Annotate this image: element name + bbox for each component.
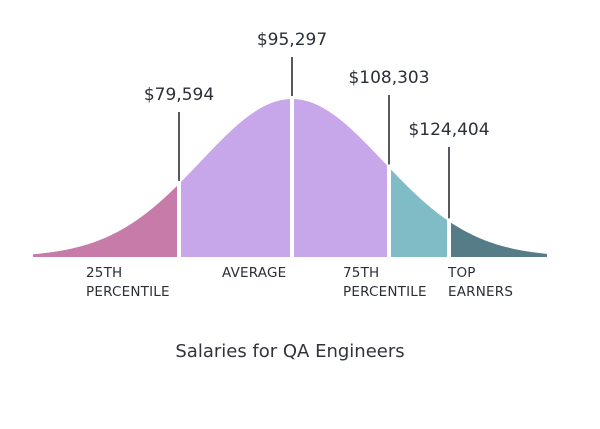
value-label-4: $124,404 <box>408 120 489 140</box>
segment-label-75th-percentile: 75TH PERCENTILE <box>343 265 427 300</box>
segment-separators <box>177 97 451 258</box>
area-segment-upper-tail <box>449 221 547 257</box>
segment-label-line: EARNERS <box>448 284 513 300</box>
segment-label-line: 75TH <box>343 265 379 281</box>
chart-title: Salaries for QA Engineers <box>175 341 404 362</box>
segment-label-line: 25TH <box>86 265 122 281</box>
segment-label-top-earners: TOP EARNERS <box>447 265 513 300</box>
marker-leader-lines <box>178 57 450 219</box>
segment-label-line: PERCENTILE <box>343 284 427 300</box>
distribution-areas <box>33 99 547 257</box>
segment-label-line: AVERAGE <box>222 265 286 281</box>
segment-label-25th-percentile: 25TH PERCENTILE <box>86 265 170 300</box>
area-segment-25th-percentile <box>33 183 179 257</box>
segment-labels: 25TH PERCENTILE AVERAGE 75TH PERCENTILE TOP EA… <box>86 265 513 300</box>
segment-label-average: AVERAGE <box>222 265 286 281</box>
value-label-1: $79,594 <box>144 85 214 105</box>
value-label-3: $108,303 <box>348 68 429 88</box>
area-segment-top-earners <box>389 167 449 257</box>
segment-label-line: PERCENTILE <box>86 284 170 300</box>
area-segment-75th-percentile <box>292 99 389 257</box>
value-label-2: $95,297 <box>257 30 327 50</box>
marker-value-labels: $79,594 $95,297 $108,303 $124,404 <box>144 30 490 140</box>
segment-label-line: TOP <box>447 265 476 281</box>
area-segment-average <box>179 99 292 257</box>
